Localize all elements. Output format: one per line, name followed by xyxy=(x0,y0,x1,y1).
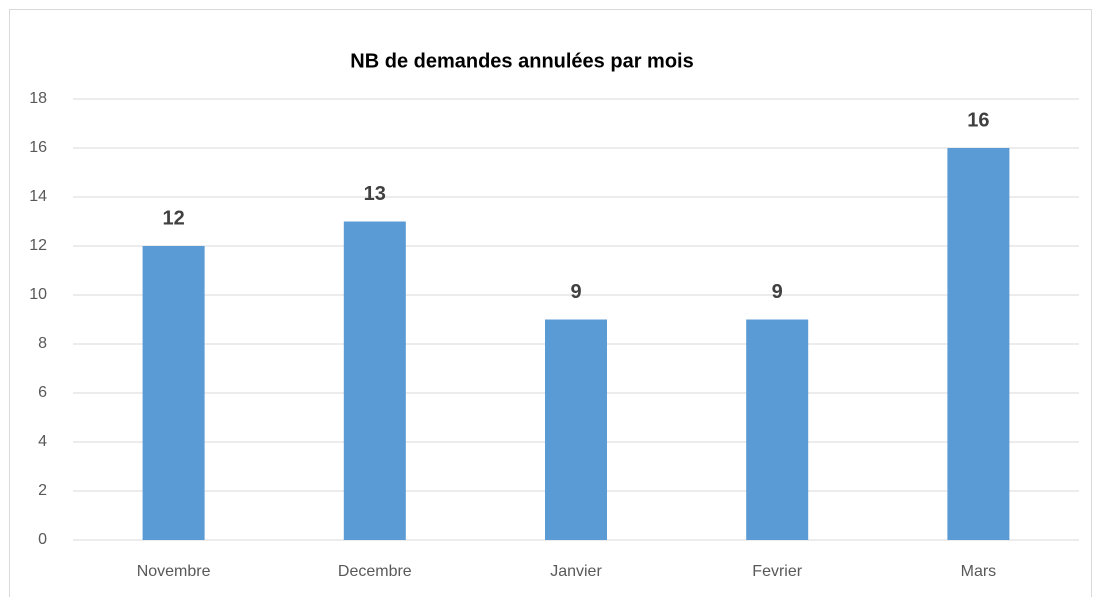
data-label: 9 xyxy=(570,281,581,303)
y-tick-label: 4 xyxy=(38,433,47,450)
x-tick-label: Decembre xyxy=(338,563,412,580)
x-tick-label: Novembre xyxy=(137,563,211,580)
y-tick-label: 10 xyxy=(29,286,47,303)
y-tick-label: 12 xyxy=(29,237,47,254)
y-tick-label: 8 xyxy=(38,335,47,352)
y-tick-label: 2 xyxy=(38,482,47,499)
x-tick-label: Fevrier xyxy=(752,563,802,580)
data-label: 9 xyxy=(772,281,783,303)
bar xyxy=(343,221,406,540)
y-tick-label: 18 xyxy=(29,90,47,107)
x-tick-label: Mars xyxy=(961,563,997,580)
chart-title: NB de demandes annulées par mois xyxy=(350,50,693,72)
bar xyxy=(545,319,607,540)
x-tick-label: Janvier xyxy=(550,563,602,580)
bar xyxy=(947,148,1010,540)
y-tick-label: 14 xyxy=(29,188,47,205)
data-label: 12 xyxy=(162,207,184,229)
data-label: 13 xyxy=(364,183,386,205)
bar xyxy=(746,319,809,540)
y-tick-label: 6 xyxy=(38,384,47,401)
bar xyxy=(142,246,205,540)
y-tick-label: 16 xyxy=(29,139,47,156)
y-tick-label: 0 xyxy=(38,531,47,548)
data-label: 16 xyxy=(967,109,989,131)
